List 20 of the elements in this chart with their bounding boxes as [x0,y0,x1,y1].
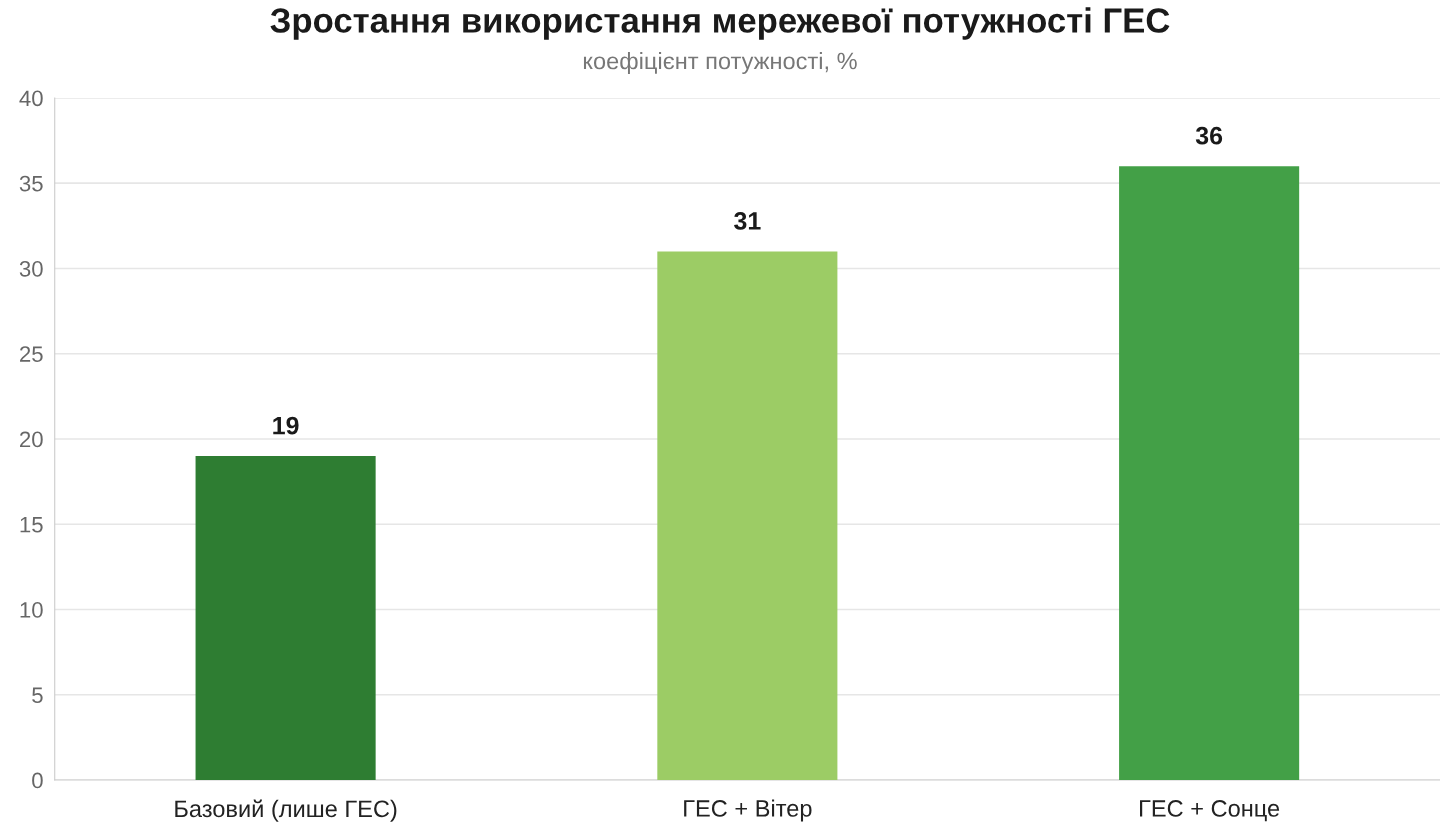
y-tick-label: 25 [20,346,43,362]
data-label: 31 [734,212,761,230]
bar [657,251,838,781]
y-tick-label: 30 [19,261,43,277]
y-tick-label: 20 [20,431,43,448]
x-tick-label: ГЕС + Вітер [684,799,812,822]
y-tick-label: 10 [20,602,43,618]
y-tick-label: 35 [19,175,43,192]
bar [1119,166,1300,781]
x-tick-label: ГЕС + Сонце [1140,800,1280,822]
data-label: 36 [1195,126,1223,145]
x-tick-label: Базовий (лише ГЕС) [175,799,397,822]
y-tick-label: 0 [32,772,43,789]
y-tick-label: 5 [32,687,43,704]
y-tick-label: 15 [20,517,43,533]
chart-subtitle: коефіцієнт потужності, % [583,52,857,75]
bar [195,456,376,781]
y-tick-label: 40 [19,90,43,107]
data-label: 19 [273,416,299,435]
chart-title: Зростання використання мережевої потужності ГЕС [270,7,1170,40]
